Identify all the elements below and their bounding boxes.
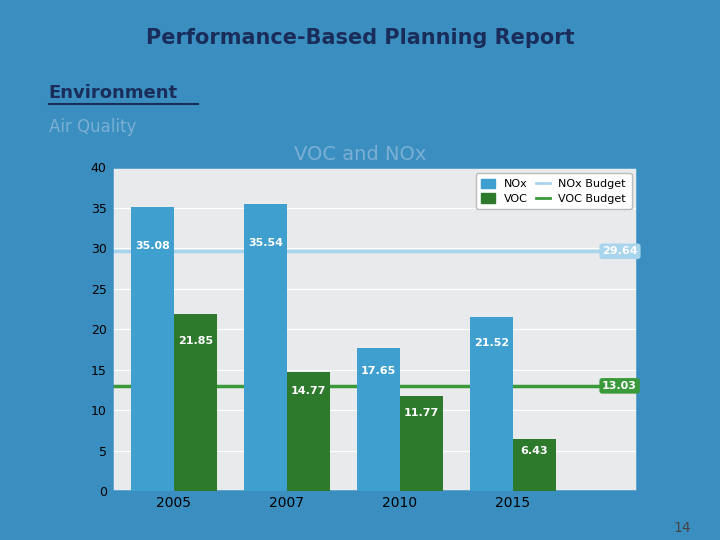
Text: 21.85: 21.85 xyxy=(178,336,213,346)
Text: 6.43: 6.43 xyxy=(521,446,548,456)
Text: Environment: Environment xyxy=(49,84,178,102)
Text: Air Quality: Air Quality xyxy=(49,118,136,136)
Text: Performance-Based Planning Report: Performance-Based Planning Report xyxy=(145,28,575,48)
Text: 35.54: 35.54 xyxy=(248,238,283,248)
Text: VOC and NOx: VOC and NOx xyxy=(294,145,426,164)
Text: 17.65: 17.65 xyxy=(361,366,396,376)
Legend: NOx, VOC, NOx Budget, VOC Budget: NOx, VOC, NOx Budget, VOC Budget xyxy=(476,173,631,210)
Text: 35.08: 35.08 xyxy=(135,241,170,251)
Text: 14.77: 14.77 xyxy=(291,386,326,396)
Text: 11.77: 11.77 xyxy=(404,408,439,417)
Bar xyxy=(244,204,287,491)
Text: 21.52: 21.52 xyxy=(474,338,509,348)
Bar xyxy=(400,396,443,491)
Bar xyxy=(131,207,174,491)
Bar xyxy=(174,314,217,491)
Bar xyxy=(513,440,556,491)
Text: 14: 14 xyxy=(674,521,691,535)
Bar xyxy=(357,348,400,491)
Text: 13.03: 13.03 xyxy=(602,381,637,391)
Bar xyxy=(470,317,513,491)
Text: 29.64: 29.64 xyxy=(602,246,638,256)
Bar xyxy=(287,372,330,491)
